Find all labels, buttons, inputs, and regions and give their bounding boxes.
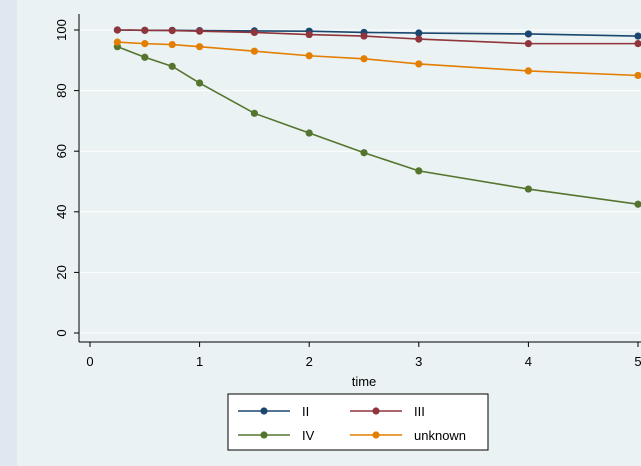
x-tick-label: 3 xyxy=(415,354,422,369)
x-tick-label: 1 xyxy=(196,354,203,369)
data-point xyxy=(168,40,176,49)
series-III xyxy=(113,26,641,48)
legend-box xyxy=(227,393,489,451)
axes-layer: 0 20 40 60 80 100 0 1 2 3 4 5 xyxy=(54,14,641,369)
legend-item-IV: IV xyxy=(238,428,315,443)
series-unknown xyxy=(113,38,641,80)
data-point xyxy=(196,43,204,51)
data-point xyxy=(415,35,423,43)
data-point xyxy=(113,26,121,34)
plot-region xyxy=(17,0,641,466)
data-point xyxy=(168,27,176,35)
legend-label: IV xyxy=(302,428,315,443)
legend-item-III: III xyxy=(350,404,425,419)
data-point xyxy=(113,38,121,46)
data-point xyxy=(524,40,533,48)
data-point xyxy=(305,52,313,60)
data-point xyxy=(634,40,641,48)
x-axis-title: time xyxy=(352,374,377,389)
data-point xyxy=(305,30,313,39)
data-point xyxy=(196,27,204,35)
y-tick-label: 0 xyxy=(54,329,69,336)
x-tick-label: 5 xyxy=(634,354,641,369)
data-point xyxy=(634,71,641,80)
data-point xyxy=(524,185,533,193)
series-line xyxy=(117,29,638,45)
series-line xyxy=(117,41,639,77)
legend-label: II xyxy=(302,404,309,419)
data-point xyxy=(415,29,423,37)
legend-label: III xyxy=(414,404,425,419)
data-point xyxy=(250,28,258,37)
x-tick-label: 0 xyxy=(86,354,93,369)
legend-item-II: II xyxy=(238,404,309,419)
y-tick-label: 100 xyxy=(54,19,69,41)
series-line xyxy=(117,45,639,206)
data-point xyxy=(250,47,258,55)
y-tick-label: 60 xyxy=(54,144,69,158)
data-point xyxy=(360,149,368,157)
data-point xyxy=(634,32,641,40)
data-point xyxy=(250,109,258,117)
legend-swatch-marker xyxy=(372,407,380,415)
data-point xyxy=(415,60,423,68)
data-point xyxy=(196,79,204,87)
data-point xyxy=(524,30,533,38)
legend-item-unknown: unknown xyxy=(350,428,466,443)
data-point xyxy=(141,26,149,34)
data-point xyxy=(305,129,313,137)
data-point xyxy=(360,32,368,40)
data-point xyxy=(524,67,533,75)
data-point xyxy=(141,53,149,61)
y-tick-label: 80 xyxy=(54,83,69,97)
x-tick-label: 2 xyxy=(306,354,313,369)
x-tick-label: 4 xyxy=(525,354,532,369)
data-point xyxy=(415,167,423,175)
data-point xyxy=(141,40,149,48)
legend-swatch-marker xyxy=(260,407,268,415)
data-point xyxy=(634,200,641,208)
series-layer xyxy=(113,26,641,208)
legend-swatch-marker xyxy=(372,431,380,439)
y-tick-label: 40 xyxy=(54,205,69,219)
data-point xyxy=(168,62,176,70)
series-IV xyxy=(113,43,641,208)
legend-swatch-marker xyxy=(260,431,268,439)
data-point xyxy=(360,55,368,63)
y-tick-label: 20 xyxy=(54,265,69,279)
legend-label: unknown xyxy=(414,428,466,443)
